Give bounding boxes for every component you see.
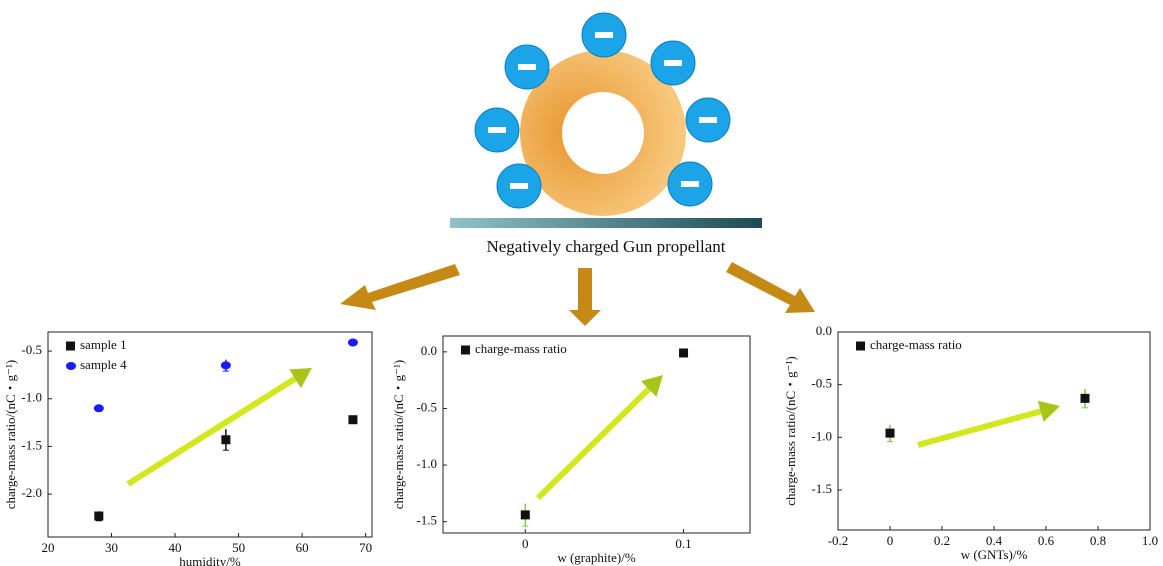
flow-arrows xyxy=(340,262,815,326)
x-tick-label: 60 xyxy=(296,540,309,555)
trend-arrow-head xyxy=(641,375,663,397)
x-tick-label: 0.4 xyxy=(986,533,1003,548)
x-tick-label: 0 xyxy=(887,533,894,548)
x-tick-label: 20 xyxy=(42,540,55,555)
y-tick-label: -1.0 xyxy=(811,428,832,443)
data-point xyxy=(94,511,104,521)
y-tick-label: -1.0 xyxy=(416,456,437,471)
chart: 20 30 40 50 60 70 -2.0 -1.5 -1.0 -0.5 humidity/% ch… xyxy=(3,331,373,566)
legend-label: charge-mass ratio xyxy=(870,337,962,352)
data-point xyxy=(679,348,689,358)
x-tick-label: 50 xyxy=(232,540,245,555)
legend-marker xyxy=(856,341,865,351)
y-tick-label: -1.0 xyxy=(21,390,42,405)
data-point xyxy=(221,435,231,445)
data-point xyxy=(520,510,530,520)
grain-ring xyxy=(520,50,686,216)
x-tick-label: 0 xyxy=(522,536,529,551)
data-point xyxy=(885,428,895,438)
y-tick-label: -1.5 xyxy=(811,481,832,496)
legend-marker xyxy=(66,341,75,351)
plot-frame xyxy=(442,335,751,534)
y-axis-label: charge-mass ratio/(nC・g⁻¹) xyxy=(3,360,18,510)
data-point xyxy=(1080,393,1090,403)
minus-signs xyxy=(488,32,717,189)
x-tick-label: 0.1 xyxy=(675,536,691,551)
plot-frame xyxy=(837,331,1151,531)
plot-frame xyxy=(47,331,373,538)
diagram-caption: Negatively charged Gun propellant xyxy=(486,237,725,256)
y-tick-label: -2.0 xyxy=(21,485,42,500)
chart: -0.2 0 0.2 0.4 0.6 0.8 1.0 -1.5 -1.0 -0.5 0.0 w (GN… xyxy=(783,323,1158,562)
x-tick-label: 1.0 xyxy=(1142,533,1158,548)
legend-marker xyxy=(461,345,470,355)
x-tick-label: 30 xyxy=(105,540,118,555)
legend-label: sample 1 xyxy=(80,337,127,352)
data-point xyxy=(93,404,104,413)
y-tick-label: -1.5 xyxy=(21,437,42,452)
base-plate xyxy=(450,218,762,228)
x-axis-label: w (GNTs)/% xyxy=(961,547,1028,562)
x-tick-label: 0.8 xyxy=(1090,533,1106,548)
y-tick-label: 0.0 xyxy=(421,343,437,358)
y-tick-label: -0.5 xyxy=(21,342,42,357)
x-axis-label: w (graphite)/% xyxy=(557,550,636,565)
x-tick-label: -0.2 xyxy=(828,533,849,548)
x-axis-label: humidity/% xyxy=(179,554,241,566)
y-tick-label: 0.0 xyxy=(816,323,832,338)
y-axis-label: charge-mass ratio/(nC・g⁻¹) xyxy=(391,360,406,510)
legend-label: charge-mass ratio xyxy=(475,341,567,356)
trend-arrow xyxy=(535,382,656,501)
legend-marker xyxy=(66,362,76,370)
y-axis-label: charge-mass ratio/(nC・g⁻¹) xyxy=(783,356,798,506)
y-tick-label: -0.5 xyxy=(811,376,832,391)
x-tick-label: 70 xyxy=(359,540,372,555)
x-tick-label: 0.6 xyxy=(1038,533,1055,548)
x-tick-label: 40 xyxy=(169,540,182,555)
trend-arrow xyxy=(917,406,1048,448)
propellant-diagram: Negatively charged Gun propellant xyxy=(450,12,762,256)
chart: 0 0.1 -1.5 -1.0 -0.5 0.0 w (graphite)/% charge-… xyxy=(391,335,751,565)
data-point xyxy=(348,415,358,425)
trend-arrow xyxy=(126,372,302,487)
y-tick-label: -0.5 xyxy=(416,399,437,414)
data-point xyxy=(347,338,358,347)
trend-arrow-head xyxy=(289,368,312,388)
legend-label: sample 4 xyxy=(80,357,127,372)
y-tick-label: -1.5 xyxy=(416,513,437,528)
data-point xyxy=(220,361,231,370)
x-tick-label: 0.2 xyxy=(934,533,950,548)
trend-arrow-head xyxy=(1037,400,1060,422)
